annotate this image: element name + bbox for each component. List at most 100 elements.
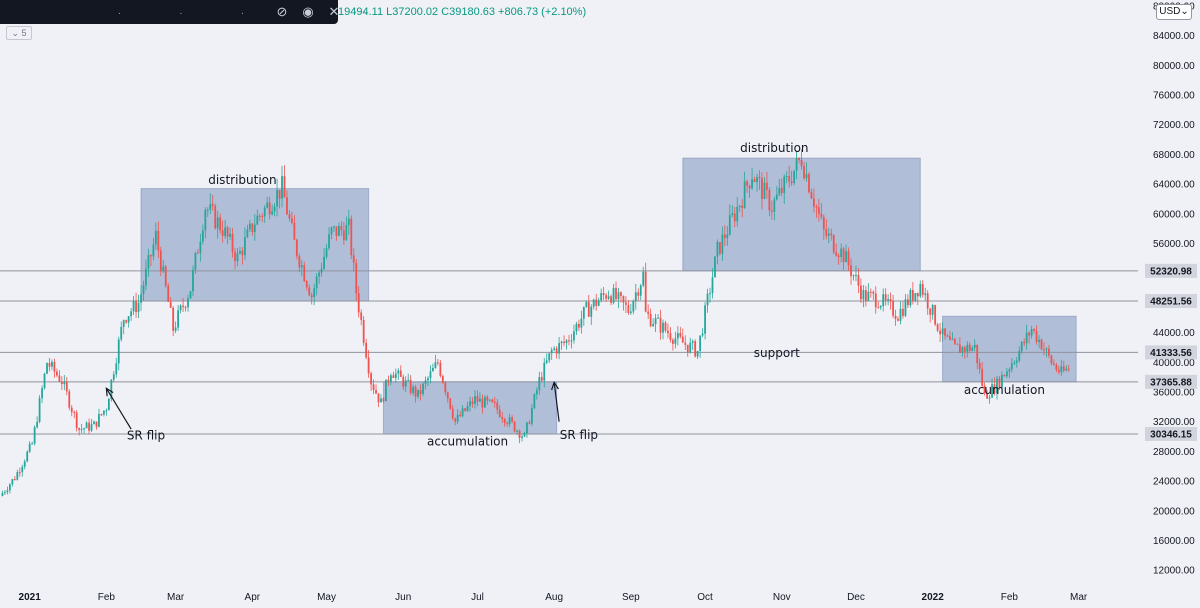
candle-body [142,285,145,295]
candle-body [251,223,254,233]
candle-body [602,293,605,296]
more-icon[interactable]: ⋯ [353,4,367,19]
candle-body [461,408,464,417]
candle-body [58,375,61,382]
candle-body [907,299,909,306]
candle-body [300,265,303,268]
candle-body [894,315,897,319]
candle-body [313,288,316,298]
candle-body [904,299,907,316]
candle-body [90,424,93,431]
candle-body [857,274,860,286]
annotation-text[interactable]: distribution [740,141,808,155]
candle-body [43,373,46,389]
candle-body [419,389,422,395]
close-icon[interactable]: ✕ [328,4,340,19]
candle-body [872,291,875,294]
candle-body [788,175,791,182]
candle-body [516,430,518,432]
eye-icon[interactable]: ◉ [302,4,314,19]
candle-body [558,343,561,354]
candle-body [568,340,570,342]
candle-body [164,266,167,286]
candle-body [530,408,533,424]
candle-body [731,213,734,215]
candle-body [642,271,645,286]
candle-body [335,226,338,236]
annotation-text[interactable]: support [754,346,800,360]
candle-body [664,322,667,331]
candle-body [397,370,400,374]
candle-body [625,302,627,305]
annotation-text[interactable]: accumulation [427,434,508,448]
x-tick-label: 2022 [922,592,945,603]
candle-body [518,430,521,438]
currency-button[interactable]: USD⌄ [1156,4,1192,20]
candle-body [103,410,105,415]
annotation-text[interactable]: SR flip [127,429,165,443]
candle-body [810,192,813,199]
candle-body [763,182,766,199]
candle-body [286,197,288,215]
x-tick-label: Sep [622,592,640,603]
candle-body [362,319,365,343]
candle-body [753,179,756,183]
candle-body [169,301,172,308]
distribution-zone-2[interactable] [682,157,921,272]
annotation-text[interactable]: SR flip [560,428,598,442]
time-axis-background[interactable] [0,588,1140,608]
candle-body [1020,341,1023,352]
level-label-box [1145,263,1197,278]
candle-body [137,302,140,313]
candle-body [120,326,123,340]
candle-body [11,479,14,485]
candle-body [234,251,236,262]
candle-body [1008,369,1011,372]
collapse-indicators-button[interactable]: ⌄ 5 [6,26,32,40]
candle-body [424,380,427,384]
candle-body [860,285,862,300]
annotation-arrow[interactable] [105,387,132,430]
candle-body [253,224,256,233]
annotation-text[interactable]: distribution [208,173,276,187]
y-tick-label: 68000.00 [1153,150,1195,161]
candle-body [1018,351,1021,361]
symbol-box[interactable] [0,0,338,24]
candle-body [835,252,838,256]
candle-body [417,389,419,397]
annotations-layer: distribution accumulation SR flip SR flip di… [127,141,1045,448]
annotation-text[interactable]: accumulation [964,383,1045,397]
candle-body [389,375,392,382]
candle-body [738,205,741,207]
candle-body [291,218,293,223]
distribution-zone-1[interactable] [140,188,370,302]
levels-layer [0,270,1138,435]
candle-body [976,344,979,364]
candle-body [338,225,340,236]
candle-body [555,348,558,354]
candle-body [21,466,24,473]
candle-body [991,384,993,398]
candle-body [919,284,922,297]
annotation-arrow[interactable] [553,382,560,422]
candle-body [100,413,103,415]
x-tick-label: Jul [471,592,484,603]
candle-body [464,408,466,411]
candle-body [632,301,635,312]
price-axis-background[interactable] [1140,0,1200,588]
candle-body [197,252,199,254]
eye-slash-icon[interactable]: ⊘ [276,4,288,19]
candle-body [607,296,610,299]
candle-body [140,294,142,303]
candle-body [1025,332,1028,344]
candle-body [721,234,724,254]
candle-body [612,288,615,303]
candle-body [8,484,11,491]
candle-body [592,299,595,307]
candle-body [526,422,528,434]
candle-body [1052,363,1055,365]
candle-body [681,336,684,343]
candle-body [409,379,412,394]
candle-body [130,311,133,317]
